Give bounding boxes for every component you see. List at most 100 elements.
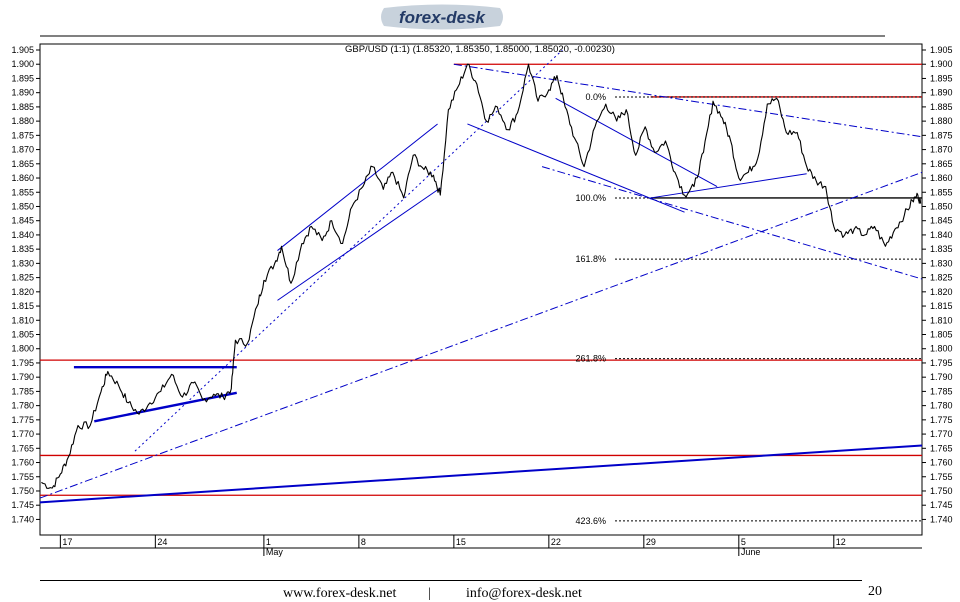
logo-text: forex-desk bbox=[399, 8, 487, 27]
y-tick-label-right: 1.800 bbox=[930, 344, 953, 354]
fibonacci-levels: 0.0% 100.0% 161.8% 261.8% 423.6% bbox=[575, 92, 922, 526]
y-tick-label-right: 1.850 bbox=[930, 201, 953, 211]
trendline bbox=[39, 171, 923, 499]
y-tick-label-left: 1.845 bbox=[11, 216, 34, 226]
y-tick-label-right: 1.770 bbox=[930, 429, 953, 439]
footer-divider bbox=[40, 580, 862, 581]
trendline bbox=[277, 187, 441, 301]
forex-desk-logo: forex-desk bbox=[381, 4, 503, 30]
x-tick-label: 12 bbox=[836, 537, 846, 547]
x-tick-label: 22 bbox=[551, 537, 561, 547]
trendline bbox=[650, 173, 807, 199]
y-tick-label-left: 1.745 bbox=[11, 500, 34, 510]
month-label: May bbox=[266, 547, 284, 557]
y-tick-label-left: 1.800 bbox=[11, 344, 34, 354]
x-tick-label: 17 bbox=[62, 537, 72, 547]
x-tick-label: 29 bbox=[646, 537, 656, 547]
footer-email[interactable]: info@forex-desk.net bbox=[466, 586, 582, 601]
y-tick-label-left: 1.795 bbox=[11, 358, 34, 368]
y-tick-label-right: 1.855 bbox=[930, 187, 953, 197]
horizontal-levels bbox=[40, 63, 922, 496]
y-tick-label-right: 1.900 bbox=[930, 59, 953, 69]
fib-label: 261.8% bbox=[575, 354, 606, 364]
y-tick-label-left: 1.820 bbox=[11, 287, 34, 297]
trendline bbox=[555, 97, 718, 187]
y-axis-right: 1.905 1.900 1.895 1.890 1.885 1.880 1.875 1.870… bbox=[922, 45, 953, 524]
y-tick-label-right: 1.875 bbox=[930, 130, 953, 140]
y-tick-label-left: 1.880 bbox=[11, 116, 34, 126]
y-tick-label-left: 1.865 bbox=[11, 159, 34, 169]
y-tick-label-right: 1.840 bbox=[930, 230, 953, 240]
x-tick-label: 24 bbox=[157, 537, 167, 547]
trendline bbox=[541, 166, 923, 280]
fib-label: 100.0% bbox=[575, 193, 606, 203]
chart-frame bbox=[39, 35, 923, 549]
y-tick-label-left: 1.895 bbox=[11, 73, 34, 83]
x-tick-label: 15 bbox=[456, 537, 466, 547]
y-tick-label-left: 1.760 bbox=[11, 458, 34, 468]
y-tick-label-left: 1.805 bbox=[11, 330, 34, 340]
trendline bbox=[39, 444, 923, 504]
y-tick-label-left: 1.885 bbox=[11, 102, 34, 112]
y-tick-label-right: 1.895 bbox=[930, 73, 953, 83]
y-tick-label-right: 1.790 bbox=[930, 372, 953, 382]
page-number: 20 bbox=[868, 584, 882, 599]
y-tick-label-right: 1.815 bbox=[930, 301, 953, 311]
y-tick-label-right: 1.785 bbox=[930, 386, 953, 396]
fib-label: 161.8% bbox=[575, 254, 606, 264]
y-tick-label-left: 1.740 bbox=[11, 514, 34, 524]
y-tick-label-right: 1.905 bbox=[930, 45, 953, 55]
y-tick-label-left: 1.830 bbox=[11, 258, 34, 268]
y-tick-label-right: 1.750 bbox=[930, 486, 953, 496]
y-tick-label-right: 1.760 bbox=[930, 458, 953, 468]
price-series bbox=[41, 63, 922, 489]
y-tick-label-right: 1.780 bbox=[930, 401, 953, 411]
x-axis: 17 24 1 8 15 22 29 5 12 May June bbox=[59, 535, 846, 557]
y-tick-label-left: 1.780 bbox=[11, 401, 34, 411]
y-tick-label-right: 1.810 bbox=[930, 315, 953, 325]
trendline bbox=[453, 63, 923, 138]
y-tick-label-right: 1.865 bbox=[930, 159, 953, 169]
y-tick-label-left: 1.855 bbox=[11, 187, 34, 197]
y-tick-label-left: 1.905 bbox=[11, 45, 34, 55]
y-tick-label-left: 1.770 bbox=[11, 429, 34, 439]
trendline bbox=[94, 391, 237, 423]
y-tick-label-left: 1.825 bbox=[11, 273, 34, 283]
x-tick-label: 1 bbox=[266, 537, 271, 547]
trendline bbox=[467, 123, 685, 213]
footer-website[interactable]: www.forex-desk.net bbox=[283, 586, 397, 601]
y-tick-label-left: 1.850 bbox=[11, 201, 34, 211]
y-tick-label-right: 1.775 bbox=[930, 415, 953, 425]
y-tick-label-right: 1.825 bbox=[930, 273, 953, 283]
y-tick-label-left: 1.890 bbox=[11, 88, 34, 98]
month-label: June bbox=[741, 547, 761, 557]
y-tick-label-left: 1.860 bbox=[11, 173, 34, 183]
y-tick-label-right: 1.845 bbox=[930, 216, 953, 226]
y-tick-label-right: 1.765 bbox=[930, 443, 953, 453]
y-tick-label-right: 1.870 bbox=[930, 145, 953, 155]
y-tick-label-left: 1.755 bbox=[11, 472, 34, 482]
trendline bbox=[277, 123, 438, 251]
y-tick-label-right: 1.860 bbox=[930, 173, 953, 183]
x-tick-label: 8 bbox=[361, 537, 366, 547]
y-tick-label-right: 1.805 bbox=[930, 330, 953, 340]
y-tick-label-right: 1.835 bbox=[930, 244, 953, 254]
y-tick-label-right: 1.880 bbox=[930, 116, 953, 126]
x-tick-label: 5 bbox=[741, 537, 746, 547]
y-tick-label-right: 1.830 bbox=[930, 258, 953, 268]
plot-border bbox=[39, 43, 923, 536]
y-tick-label-left: 1.900 bbox=[11, 59, 34, 69]
price-line bbox=[41, 63, 922, 489]
y-tick-label-left: 1.835 bbox=[11, 244, 34, 254]
y-tick-label-right: 1.820 bbox=[930, 287, 953, 297]
y-tick-label-right: 1.745 bbox=[930, 500, 953, 510]
y-tick-label-right: 1.885 bbox=[930, 102, 953, 112]
y-tick-label-left: 1.785 bbox=[11, 386, 34, 396]
logo-swoosh bbox=[381, 4, 503, 30]
fib-label: 423.6% bbox=[575, 516, 606, 526]
y-tick-label-right: 1.755 bbox=[930, 472, 953, 482]
y-tick-label-left: 1.750 bbox=[11, 486, 34, 496]
y-tick-label-right: 1.890 bbox=[930, 88, 953, 98]
y-tick-label-left: 1.810 bbox=[11, 315, 34, 325]
y-tick-label-left: 1.870 bbox=[11, 145, 34, 155]
